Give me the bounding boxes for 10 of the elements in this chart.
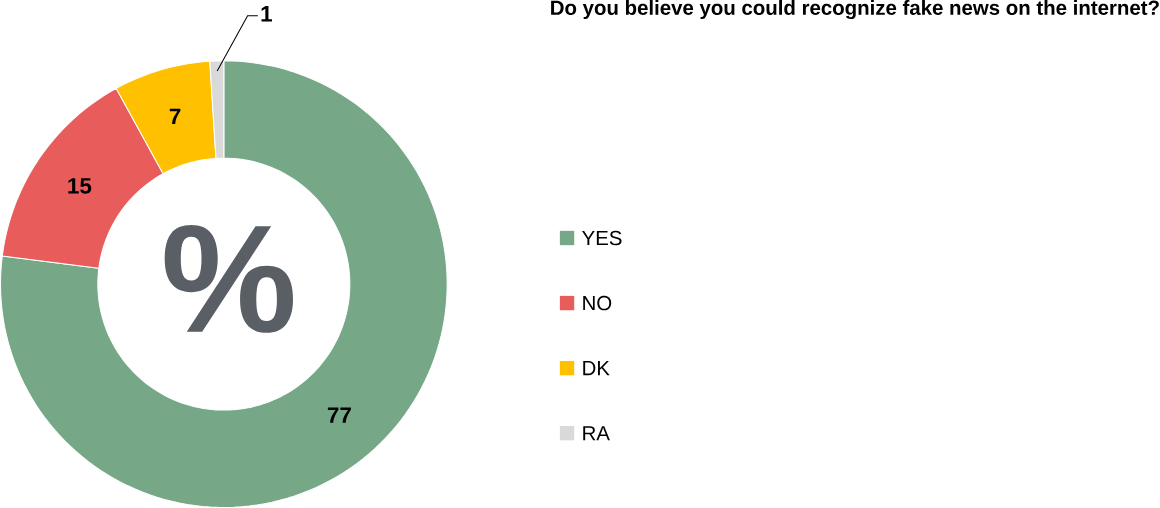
data-label: 1 xyxy=(261,6,272,22)
legend-label: NO xyxy=(583,295,612,311)
data-label: 7 xyxy=(169,108,181,125)
data-label: 15 xyxy=(68,178,92,194)
text: % xyxy=(164,225,293,333)
legend-label: DK xyxy=(583,361,610,376)
data-label: 77 xyxy=(327,407,351,423)
legend-label: YES xyxy=(582,230,622,246)
legend-label: RA xyxy=(583,426,610,441)
text: Do you believe you could recognize fake news on the internet? xyxy=(551,0,1159,20)
